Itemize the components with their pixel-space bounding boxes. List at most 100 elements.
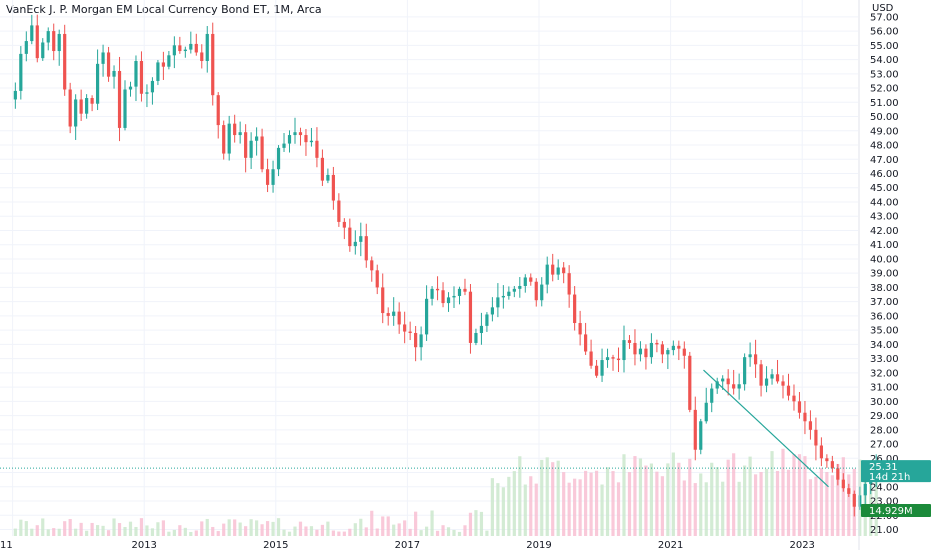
y-tick-label: 29.00 (870, 411, 899, 422)
volume-bar (30, 528, 34, 536)
volume-bar (748, 456, 752, 536)
candle-body (298, 132, 303, 136)
y-tick-label: 31.00 (870, 383, 899, 394)
candle-body (282, 143, 286, 148)
candle-body (764, 378, 769, 386)
volume-bar (68, 519, 72, 536)
candle-body (150, 80, 155, 93)
volume-bar (359, 518, 363, 536)
candle-body (386, 313, 390, 316)
volume-bar (715, 467, 719, 536)
x-tick-label: 2013 (131, 540, 156, 550)
volume-bar (419, 530, 423, 536)
candle-body (364, 236, 368, 261)
volume-bar (660, 476, 664, 536)
candle-body (551, 264, 555, 275)
candle-body (578, 323, 582, 335)
volume-bar (551, 462, 555, 536)
candle-body (353, 241, 357, 247)
candle-body (331, 174, 335, 201)
candle-body (704, 402, 708, 422)
candle-body (573, 294, 577, 324)
volume-bar (337, 531, 341, 536)
candle-body (244, 132, 248, 158)
y-tick-label: 28.00 (870, 425, 899, 436)
candle-body (167, 55, 171, 67)
volume-bar (808, 479, 813, 536)
volume-bar (260, 524, 264, 536)
volume-bar (496, 483, 500, 536)
candle-body (797, 401, 802, 413)
y-tick-label: 52.00 (870, 84, 899, 95)
candle-body (649, 342, 654, 358)
volume-bar (35, 525, 39, 536)
candle-body (424, 298, 429, 335)
candle-body (468, 291, 473, 343)
candle-body (605, 357, 610, 361)
y-tick-label: 43.00 (870, 212, 899, 223)
volume-bar (600, 484, 604, 536)
volume-bar (298, 521, 303, 536)
candle-body (106, 52, 111, 77)
y-axis[interactable]: 21.0022.0023.0024.0025.0026.0027.0028.00… (858, 0, 899, 550)
candle-body (419, 334, 423, 348)
volume-bar (638, 458, 643, 536)
y-tick-label: 30.00 (870, 397, 899, 408)
candle-body (699, 421, 703, 450)
candle-body (507, 291, 511, 296)
candle-body (216, 95, 220, 126)
volume-bar (589, 472, 593, 536)
volume-bar (649, 463, 654, 536)
candle-body (287, 135, 292, 144)
volume-bar (63, 521, 67, 536)
candle-body (227, 123, 231, 154)
volume-bar (529, 476, 533, 536)
y-tick-label: 56.00 (870, 27, 899, 38)
volume-bar (156, 522, 160, 536)
volume-bar (627, 472, 632, 536)
volume-bar (194, 530, 198, 536)
last-volume-box: 14.929M (861, 504, 931, 517)
volume-bar (287, 531, 292, 536)
candle-body (326, 174, 330, 181)
y-tick-label: 49.00 (870, 126, 899, 137)
candle-body (786, 385, 791, 396)
volume-bar (567, 482, 571, 536)
volume-bar (172, 529, 176, 536)
volume-bar (370, 510, 374, 536)
chart-title: VanEck J. P. Morgan EM Local Currency Bo… (6, 3, 322, 16)
volume-bar (342, 531, 346, 536)
trendline[interactable] (703, 369, 829, 488)
candle-body (825, 458, 829, 462)
candle-body (781, 381, 785, 386)
candle-body (249, 140, 253, 158)
candle-body (627, 340, 632, 343)
volume-bar (392, 524, 396, 536)
candle-body (474, 332, 478, 343)
volume-bar (534, 483, 538, 536)
volume-bar (677, 462, 681, 536)
volume-bar (244, 526, 248, 536)
volume-bar (562, 472, 566, 536)
candle-body (584, 334, 588, 352)
volume-bar (293, 526, 297, 536)
y-tick-label: 48.00 (870, 141, 899, 152)
volume-bar (523, 484, 527, 536)
volume-bar (282, 529, 286, 536)
candle-body (134, 61, 138, 87)
candle-body (594, 365, 599, 376)
volume-bar (594, 470, 599, 536)
candle-body (660, 344, 664, 355)
volume-bar (743, 465, 747, 536)
volume-bar (803, 456, 807, 536)
candle-body (430, 288, 434, 299)
volume-bar (622, 454, 626, 536)
candle-body (123, 89, 127, 128)
x-tick-label: 2017 (395, 540, 420, 550)
volume-bar (474, 510, 478, 536)
volume-bar (666, 463, 670, 536)
candle-body (315, 140, 319, 158)
volume-bar (721, 481, 725, 536)
x-axis[interactable]: 11 2013 2015 2017 2019 2021 2023 (0, 540, 815, 550)
